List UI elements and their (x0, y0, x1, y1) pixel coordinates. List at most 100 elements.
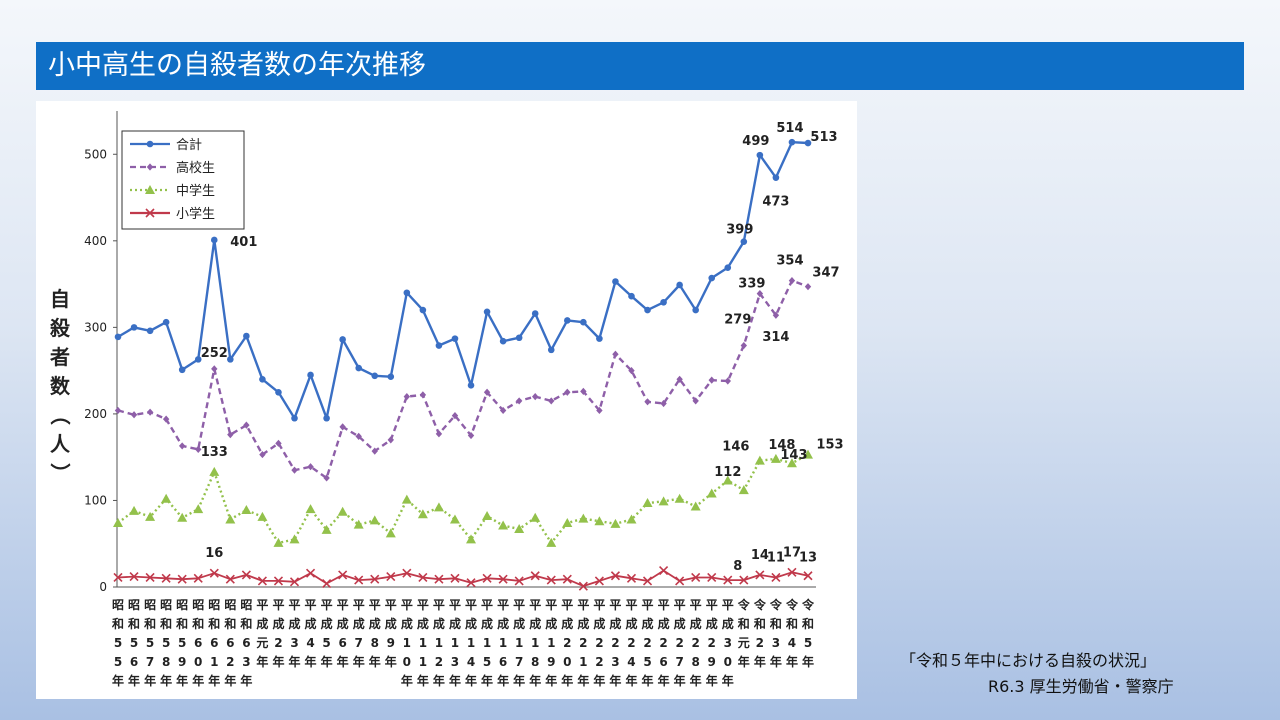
x-tick-label: 9 (178, 655, 186, 669)
data-point-series-0 (323, 414, 330, 422)
y-axis-title-char: （ (48, 405, 72, 425)
data-point-series-3 (514, 576, 524, 586)
data-point-series-1 (612, 350, 619, 358)
data-point-series-1 (307, 463, 314, 471)
x-tick-label: 和 (801, 616, 814, 631)
x-tick-label: 5 (322, 636, 330, 650)
x-tick-label: 年 (289, 654, 301, 669)
data-point-series-3 (305, 568, 316, 578)
data-point-series-2 (385, 528, 396, 538)
data-point-series-1 (243, 421, 250, 429)
y-tick-label: 100 (84, 493, 107, 507)
data-point-series-0 (291, 414, 298, 422)
data-point-series-0 (210, 236, 218, 244)
data-point-series-2 (369, 515, 380, 525)
data-point-series-1 (564, 388, 571, 396)
x-tick-label: 和 (143, 616, 156, 631)
x-tick-label: 和 (239, 616, 252, 631)
data-point-series-0 (178, 366, 186, 374)
x-tick-label: 2 (595, 655, 603, 669)
data-point-series-0 (419, 306, 427, 314)
x-tick-label: 年 (642, 673, 654, 688)
data-point-series-3 (739, 575, 749, 585)
data-point-series-0 (194, 356, 202, 363)
data-point-series-3 (691, 572, 701, 583)
x-tick-label: 0 (194, 655, 202, 669)
data-label: 401 (230, 235, 257, 250)
data-point-series-2 (129, 505, 140, 515)
data-point-series-0 (740, 238, 748, 245)
data-point-series-2 (353, 519, 364, 529)
y-tick-label: 0 (99, 580, 107, 594)
data-point-series-1 (162, 415, 170, 423)
x-tick-label: 元 (738, 636, 750, 650)
x-tick-label: 令 (801, 597, 815, 612)
x-tick-label: 年 (497, 673, 509, 688)
x-tick-label: 年 (609, 673, 621, 688)
x-tick-label: 0 (403, 655, 411, 669)
data-label: 133 (201, 445, 228, 460)
x-tick-label: 平 (449, 598, 461, 612)
legend-marker (145, 185, 155, 194)
data-point-series-3 (418, 572, 428, 583)
x-tick-label: 5 (483, 655, 491, 669)
x-tick-label: 年 (417, 673, 429, 688)
x-tick-label: 9 (387, 636, 395, 650)
x-tick-label: 年 (481, 673, 493, 688)
data-point-series-3 (707, 572, 717, 583)
data-point-series-3 (482, 573, 492, 583)
x-tick-label: 年 (545, 673, 557, 688)
x-tick-label: 平 (642, 598, 654, 612)
x-tick-label: 成 (513, 616, 525, 631)
x-tick-label: 6 (210, 636, 218, 650)
x-tick-label: 8 (371, 636, 379, 650)
x-tick-label: 年 (272, 654, 284, 669)
x-tick-label: 8 (162, 655, 170, 669)
data-point-series-3 (787, 567, 797, 577)
x-tick-label: 成 (706, 616, 718, 631)
data-point-series-3 (771, 572, 781, 583)
data-point-series-2 (289, 534, 300, 544)
x-tick-label: 平 (401, 598, 413, 612)
x-tick-label: 成 (353, 616, 365, 631)
x-tick-label: 年 (240, 673, 252, 688)
data-point-series-1 (515, 397, 523, 405)
x-tick-label: 令 (753, 597, 767, 612)
x-tick-label: 年 (802, 654, 814, 669)
data-point-series-2 (321, 524, 332, 534)
data-point-series-0 (515, 334, 523, 342)
x-tick-label: 年 (770, 654, 782, 669)
data-point-series-2 (209, 466, 220, 476)
data-point-series-1 (291, 466, 298, 474)
y-axis-title-char: 殺 (49, 316, 71, 340)
data-point-series-2 (530, 512, 541, 522)
data-point-series-2 (417, 509, 428, 519)
data-point-series-3 (145, 572, 155, 583)
x-tick-label: 1 (451, 636, 459, 650)
x-tick-label: 成 (577, 616, 589, 631)
x-tick-label: 1 (579, 655, 587, 669)
data-label: 148 (768, 438, 795, 453)
x-tick-label: 2 (274, 636, 282, 650)
x-tick-label: 1 (515, 636, 523, 650)
data-label: 314 (762, 330, 789, 345)
data-point-series-1 (467, 431, 475, 440)
data-point-series-2 (498, 520, 509, 530)
x-tick-label: 平 (577, 598, 589, 612)
data-point-series-0 (403, 289, 411, 297)
x-tick-label: 和 (159, 616, 172, 631)
data-point-series-1 (403, 393, 411, 401)
data-point-series-2 (145, 511, 156, 521)
x-tick-label: 5 (130, 636, 138, 650)
data-point-series-2 (514, 524, 525, 534)
data-point-series-3 (498, 574, 508, 584)
data-label: 14 (751, 548, 769, 563)
x-tick-label: 7 (146, 655, 154, 669)
legend-label: 合計 (176, 137, 202, 153)
data-point-series-1 (130, 411, 138, 419)
x-tick-label: 年 (208, 673, 220, 688)
data-label: 13 (799, 551, 817, 566)
data-point-series-2 (241, 504, 252, 514)
x-tick-label: 成 (722, 616, 734, 631)
data-point-series-3 (273, 576, 284, 586)
